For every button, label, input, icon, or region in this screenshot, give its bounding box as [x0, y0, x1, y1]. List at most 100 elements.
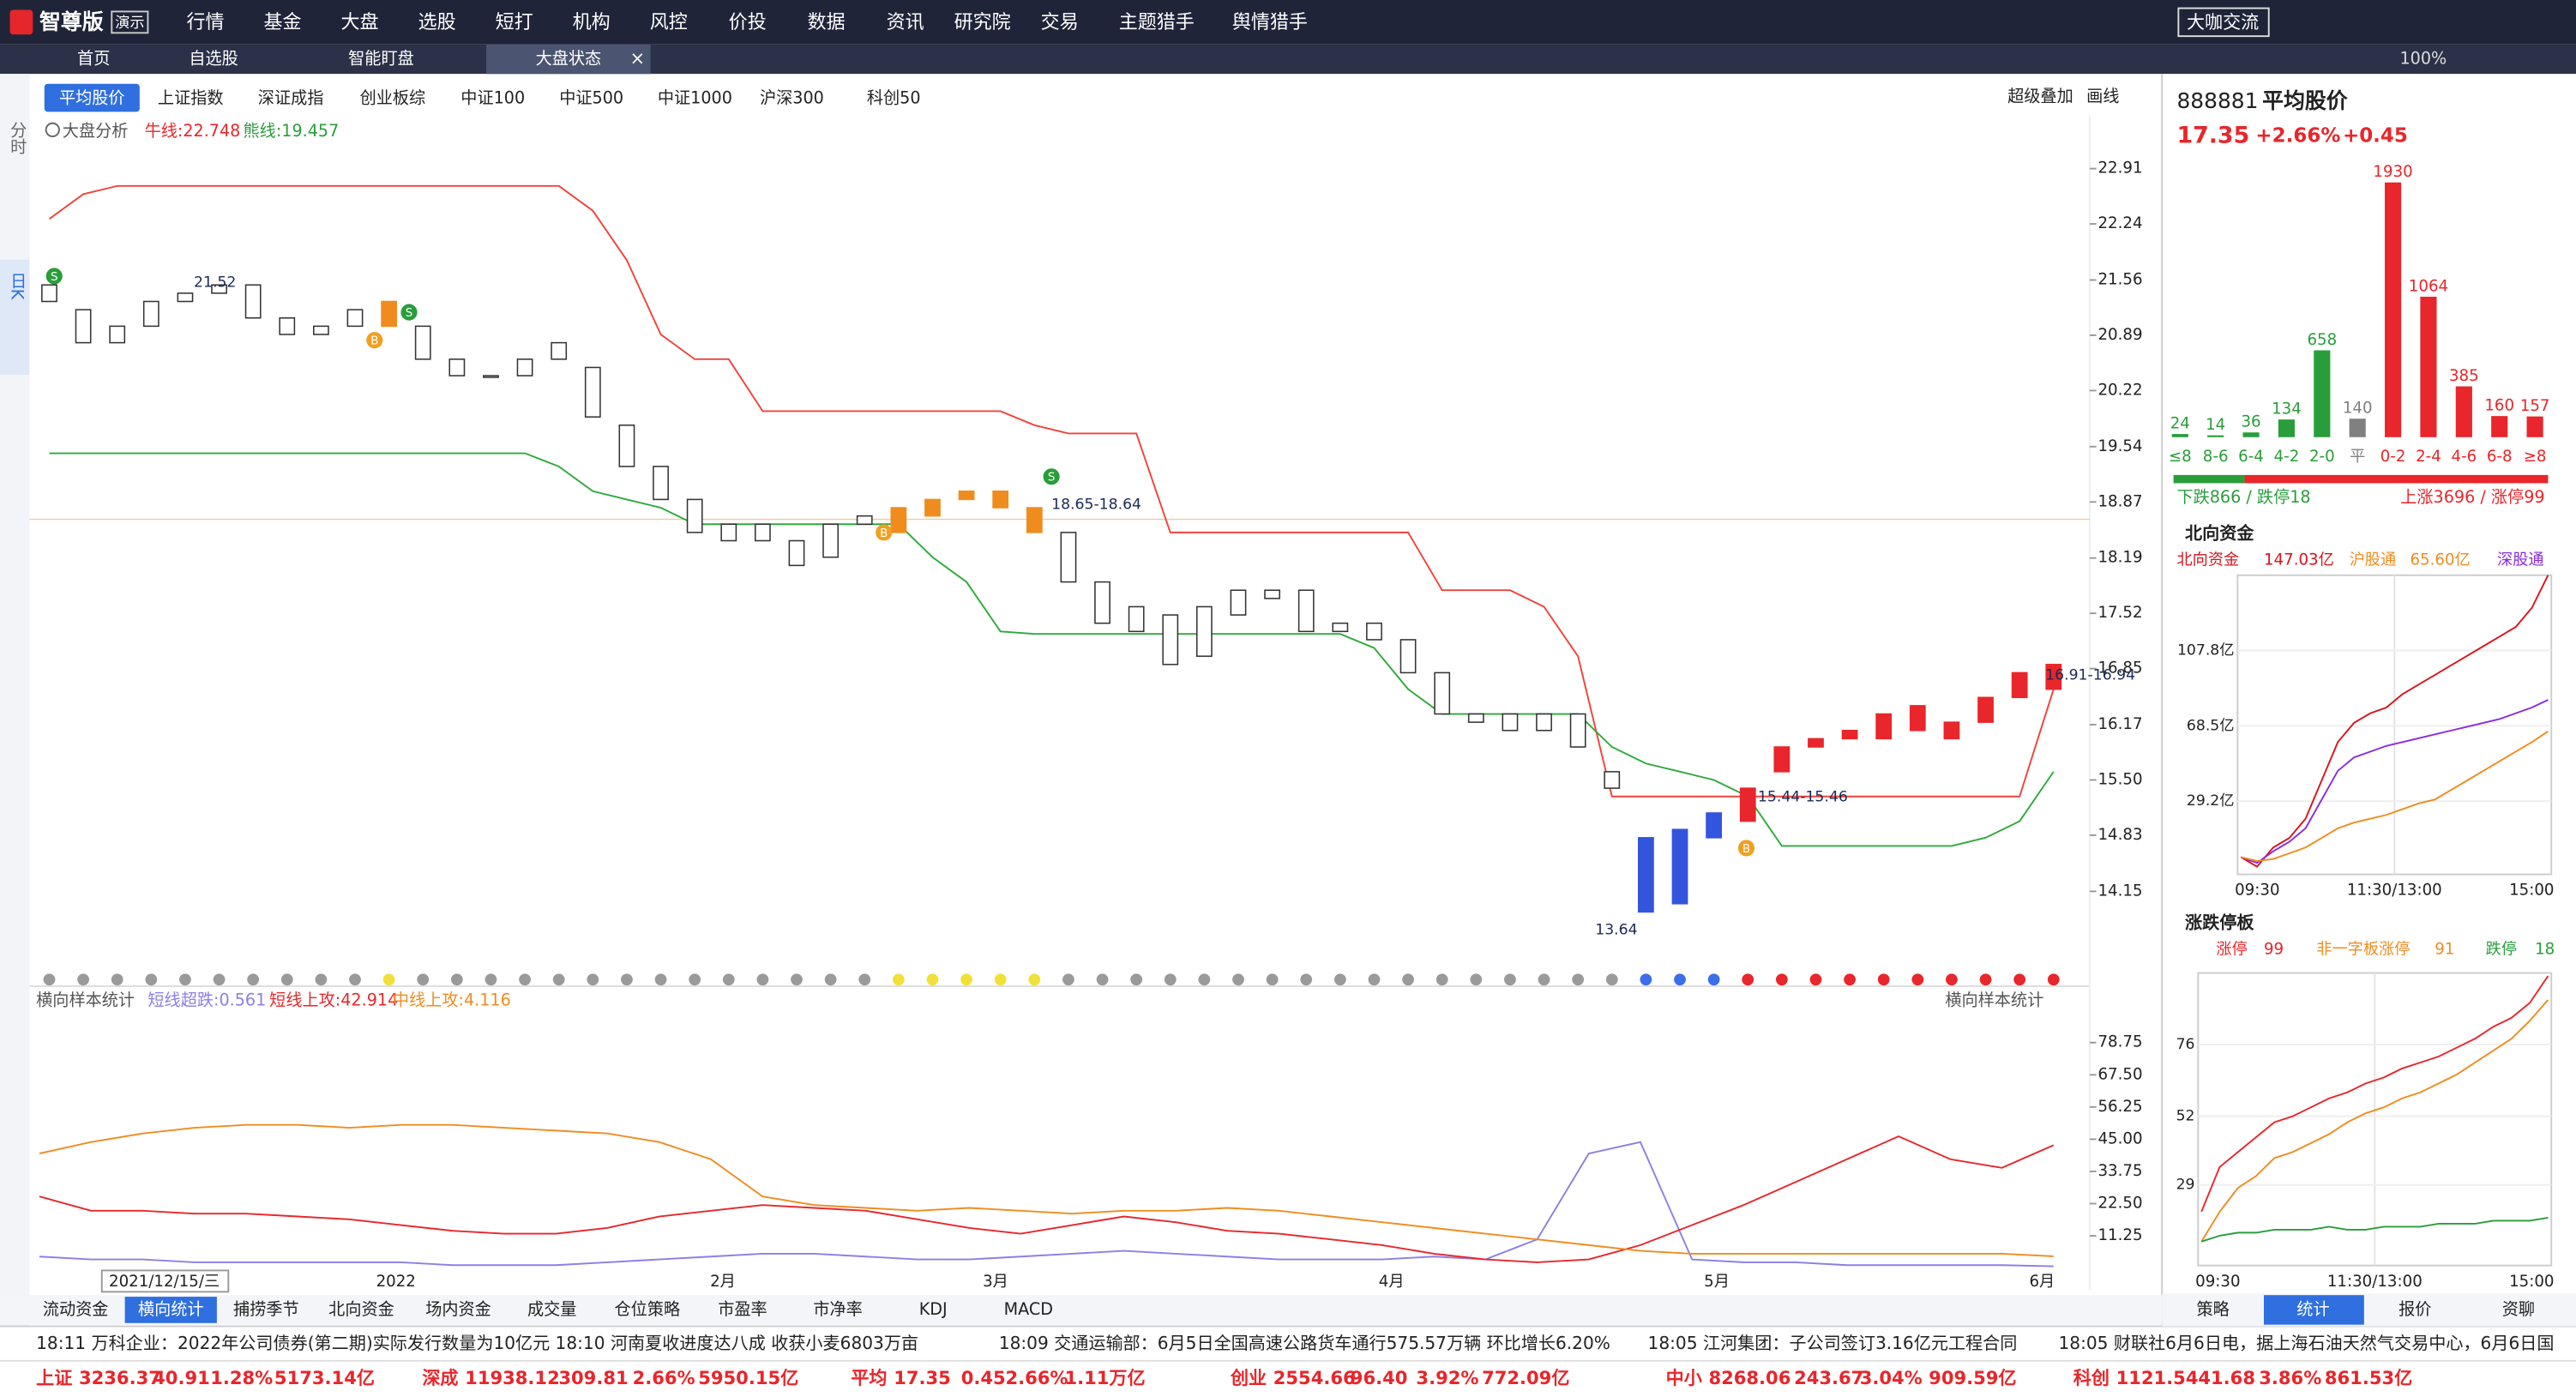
y-tick-label: 56.25 — [2098, 1098, 2142, 1116]
x-tick-label: 15:00 — [2509, 882, 2554, 900]
right-tab[interactable]: 策略 — [2196, 1299, 2229, 1319]
tab[interactable]: 自选股 — [189, 48, 238, 68]
tab-bar — [0, 44, 2576, 75]
state-dot — [1809, 973, 1822, 986]
candle — [1739, 787, 1756, 822]
menu-item[interactable]: 风控 — [650, 12, 688, 33]
menu-item[interactable]: 研究院 — [954, 12, 1011, 33]
bar — [2526, 416, 2543, 437]
news-item[interactable]: 18:09 交通运输部：6月5日全国高速公路货车通行575.57万辆 环比增长6… — [999, 1333, 1610, 1353]
candle — [448, 358, 466, 376]
bar — [2242, 432, 2260, 437]
bottom-tab[interactable]: KDJ — [919, 1299, 948, 1319]
index-button[interactable]: 上证指数 — [158, 87, 224, 107]
right-tab[interactable]: 资聊 — [2502, 1299, 2535, 1319]
index-button[interactable]: 中证500 — [559, 87, 623, 107]
signal-badge — [876, 524, 893, 541]
index-value: 41.68 — [2198, 1367, 2255, 1388]
chat-button[interactable]: 大咖交流 — [2187, 11, 2259, 33]
right-tab[interactable]: 报价 — [2398, 1299, 2431, 1319]
bottom-tab[interactable]: 仓位策略 — [615, 1299, 681, 1319]
legend-entry: 短线超跌:0.561 — [147, 991, 266, 1010]
bottom-tab[interactable]: 市净率 — [813, 1299, 862, 1319]
x-tick-label: 4-6 — [2451, 448, 2477, 466]
legend-entry: 沪股通 — [2350, 551, 2397, 569]
y-tick-label: 14.15 — [2098, 882, 2142, 900]
candle — [279, 316, 296, 335]
menu-item[interactable]: 机构 — [573, 12, 611, 33]
y-tick-label: 29 — [2176, 1177, 2195, 1194]
tab[interactable]: 首页 — [77, 48, 110, 68]
bar-value-label: 24 — [2170, 415, 2190, 433]
index-button[interactable]: 沪深300 — [760, 87, 824, 107]
candle — [1569, 713, 1586, 748]
index-button[interactable]: 科创50 — [867, 87, 921, 107]
candle — [856, 515, 873, 526]
candle — [551, 341, 568, 360]
menu-item[interactable]: 短打 — [496, 12, 533, 33]
bear-line — [49, 452, 2055, 847]
index-button[interactable]: 创业板综 — [360, 87, 426, 107]
menu-item[interactable]: 大盘 — [341, 12, 379, 33]
bottom-tab[interactable]: 市盈率 — [718, 1299, 767, 1319]
menu-item[interactable]: 基金 — [264, 12, 302, 33]
menu-item[interactable]: 价投 — [729, 12, 767, 33]
bottom-tab-active[interactable] — [124, 1297, 217, 1323]
bar — [2278, 419, 2296, 437]
legend-entry: 短线上攻:42.914 — [269, 991, 398, 1010]
side-tab[interactable]: 分时 — [8, 122, 27, 154]
down-count: 下跌866 / 跌停18 — [2176, 487, 2310, 507]
bottom-tab[interactable]: 成交量 — [527, 1299, 576, 1319]
x-tick-label: 11:30/13:00 — [2347, 882, 2442, 900]
side-tab[interactable]: 日K — [8, 273, 27, 300]
toolbar-button[interactable]: 超级叠加 — [2007, 87, 2073, 106]
bottom-tab[interactable]: MACD — [1004, 1299, 1053, 1319]
menu-item[interactable]: 资讯 — [887, 12, 924, 33]
tab[interactable]: 智能盯盘 — [348, 48, 414, 68]
state-dot — [111, 973, 123, 986]
bottom-tab[interactable]: 北向资金 — [328, 1299, 394, 1319]
x-tick-label: 11:30/13:00 — [2327, 1273, 2423, 1291]
legend-entry: 非一字板涨停 — [2316, 941, 2410, 959]
news-item[interactable]: 18:10 河南夏收进度达八成 收获小麦6803万亩 — [556, 1333, 918, 1353]
bar-value-label: 36 — [2241, 413, 2260, 431]
menu-item[interactable]: 交易 — [1041, 12, 1079, 33]
candle — [1841, 730, 1858, 740]
bottom-tab[interactable]: 横向统计 — [138, 1299, 204, 1319]
news-item[interactable]: 18:05 财联社6月6日电，据上海石油天然气交易中心，6月6日国 — [2059, 1333, 2555, 1353]
candle — [1060, 532, 1077, 583]
news-item[interactable]: 18:05 江河集团：子公司签订3.16亿元工程合同 — [1648, 1333, 2018, 1353]
index-button[interactable]: 中证100 — [460, 87, 525, 107]
right-tab[interactable]: 统计 — [2296, 1299, 2329, 1319]
signal-letter: S — [406, 307, 413, 320]
candle — [618, 425, 635, 467]
index-button[interactable]: 中证1000 — [658, 87, 732, 107]
series-line — [2240, 699, 2549, 864]
tab-close[interactable]: × — [630, 47, 646, 69]
candle — [1604, 771, 1621, 789]
menu-item[interactable]: 数据 — [808, 12, 846, 33]
state-dot — [791, 973, 803, 986]
legend-toggle[interactable] — [45, 122, 60, 138]
state-dot — [2047, 973, 2060, 986]
candle — [958, 491, 975, 501]
news-item[interactable]: 18:11 万科企业：2022年公司债券(第二期)实际发行数量为10亿元 — [36, 1333, 550, 1353]
bottom-tab[interactable]: 场内资金 — [425, 1299, 491, 1319]
tab[interactable]: 大盘状态 — [536, 48, 602, 68]
menu-item[interactable]: 选股 — [418, 12, 456, 33]
menu-item[interactable]: 舆情猎手 — [1232, 12, 1308, 33]
bar — [2455, 386, 2472, 437]
toolbar-button[interactable]: 画线 — [2086, 87, 2119, 106]
menu-item[interactable]: 行情 — [186, 12, 224, 33]
bottom-tab[interactable]: 捕捞季节 — [233, 1299, 299, 1319]
index-button[interactable]: 平均股价 — [59, 87, 125, 107]
state-dot — [1844, 973, 1856, 986]
chat-box[interactable] — [2177, 7, 2270, 38]
right-tab-active[interactable] — [2263, 1295, 2364, 1325]
bottom-tab[interactable]: 流动资金 — [43, 1299, 109, 1319]
state-dot — [43, 973, 56, 986]
index-button-active[interactable] — [44, 83, 140, 112]
menu-item[interactable]: 主题猎手 — [1119, 12, 1195, 33]
index-button[interactable]: 深证成指 — [258, 87, 324, 107]
candle — [1875, 713, 1893, 740]
